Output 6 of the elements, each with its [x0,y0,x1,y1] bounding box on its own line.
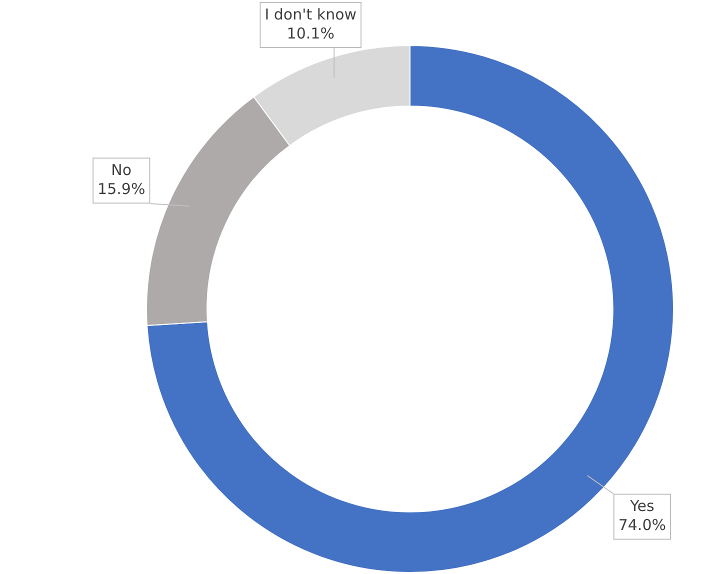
data-label: 15.9% [98,180,146,198]
slice-label: Yes [629,497,654,516]
data-label: 10.1% [286,24,334,42]
slice-label: I don't know [264,5,357,24]
data-label: 74.0% [618,516,666,534]
slice-label: No [111,161,132,180]
